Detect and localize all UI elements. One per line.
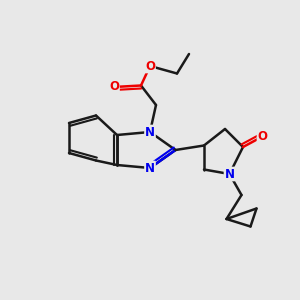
Text: O: O [145, 59, 155, 73]
Text: O: O [257, 130, 268, 143]
Text: N: N [224, 167, 235, 181]
Text: N: N [145, 125, 155, 139]
Text: O: O [109, 80, 119, 94]
Text: N: N [145, 161, 155, 175]
